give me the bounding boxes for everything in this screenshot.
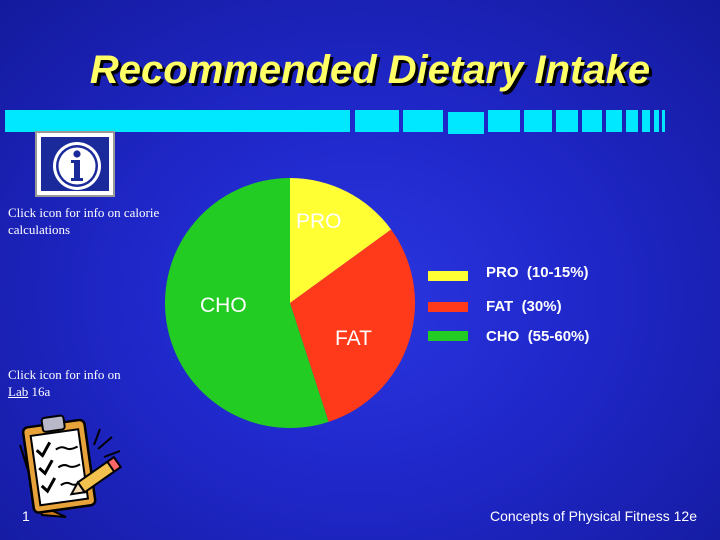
lab-caption-suffix: 16a xyxy=(28,384,51,399)
legend-item-cho: CHO (55-60%) xyxy=(486,328,589,345)
pie-label-cho: CHO xyxy=(200,294,247,317)
pie-label-pro: PRO xyxy=(296,210,342,233)
info-icon-button[interactable] xyxy=(35,131,115,197)
lab-caption-prefix: Click icon for info on xyxy=(8,367,121,382)
pie-slice-cho xyxy=(165,178,329,428)
info-caption: Click icon for info on calorie calculati… xyxy=(8,205,160,237)
info-icon xyxy=(53,142,101,190)
clipboard-icon[interactable] xyxy=(6,405,124,523)
legend-range-pro: (10-15%) xyxy=(526,264,589,281)
legend-label-pro: PRO xyxy=(486,264,519,281)
footer-text: Concepts of Physical Fitness 12e xyxy=(490,508,697,524)
legend-swatch-pro xyxy=(428,271,468,281)
lab-caption: Click icon for info on Lab 16a xyxy=(8,366,123,400)
slide-title: Recommended Dietary Intake xyxy=(89,48,651,92)
legend-swatch-cho xyxy=(428,331,468,341)
legend-range-cho: (55-60%) xyxy=(527,328,590,345)
legend-swatch-fat xyxy=(428,302,468,312)
pie-slice-fat xyxy=(290,229,416,422)
legend-item-fat: FAT (30%) xyxy=(486,298,562,315)
legend-label-fat: FAT xyxy=(486,298,514,315)
legend-label-cho: CHO xyxy=(486,328,520,345)
legend-range-fat: (30%) xyxy=(521,298,562,315)
pie-label-fat: FAT xyxy=(335,327,372,350)
lab-link[interactable]: Lab xyxy=(8,384,29,399)
pie-slice-pro xyxy=(290,178,392,303)
page-number: 1 xyxy=(22,508,30,524)
legend-item-pro: PRO (10-15%) xyxy=(486,264,589,281)
